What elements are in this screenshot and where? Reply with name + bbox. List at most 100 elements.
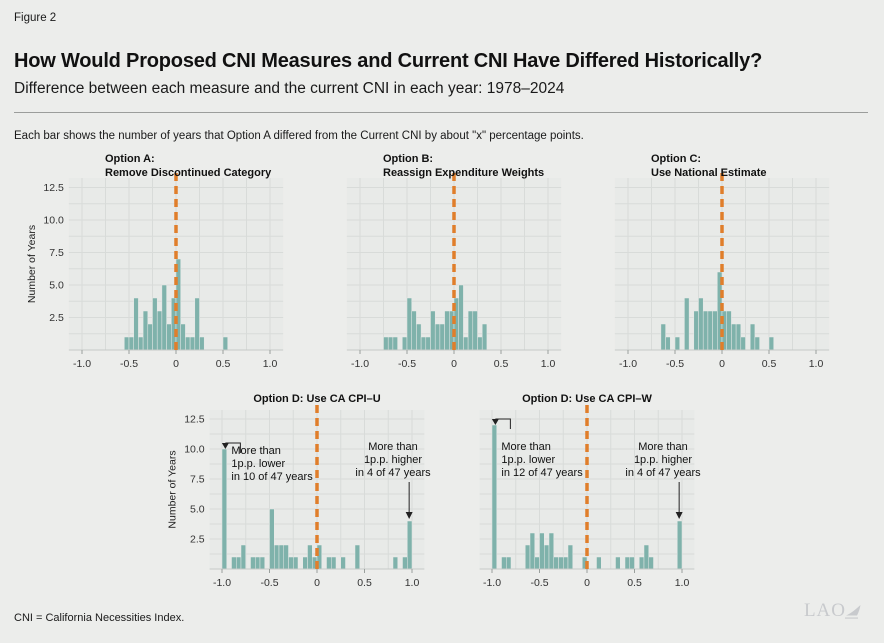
histogram-bar bbox=[458, 284, 464, 351]
histogram-bar bbox=[199, 336, 205, 351]
x-tick-label: 0.5 bbox=[494, 358, 509, 370]
histogram-bar bbox=[477, 336, 483, 351]
histogram-bar bbox=[648, 556, 654, 570]
chart-title: Remove Discontinued Category bbox=[105, 167, 272, 179]
y-tick-label: 12.5 bbox=[43, 182, 64, 194]
histogram-bar bbox=[558, 556, 564, 570]
histogram-bar bbox=[529, 532, 535, 570]
annotation-text: 1p.p. higher bbox=[634, 454, 692, 466]
histogram-bar bbox=[624, 556, 630, 570]
histogram-bar bbox=[326, 556, 332, 570]
histogram-bar bbox=[124, 336, 130, 351]
annotation-arrow bbox=[495, 418, 511, 429]
histogram-bar bbox=[278, 544, 284, 570]
histogram-bar bbox=[434, 323, 441, 351]
chart-option-c: -1.0 -0.5 0 0.5 1.0 Option C: Use National Est… bbox=[566, 146, 858, 376]
histogram-bar bbox=[392, 556, 398, 570]
histogram-bar bbox=[749, 323, 756, 351]
chart-title: Option D: Use CA CPI–U bbox=[253, 393, 380, 405]
x-tick-label: -0.5 bbox=[120, 358, 138, 370]
histogram-bar bbox=[133, 297, 139, 351]
histogram-bar bbox=[293, 556, 299, 570]
chart-title: Reassign Expenditure Weights bbox=[383, 167, 544, 179]
histogram-bar bbox=[444, 310, 450, 351]
histogram-bar bbox=[288, 556, 294, 570]
histogram-bar bbox=[563, 556, 569, 570]
histogram-bar bbox=[506, 556, 512, 570]
histogram-bar bbox=[402, 336, 408, 351]
chart-option-d-cpi-u: -1.0 -0.5 0 0.5 1.0 2.5 5.0 7.5 10.0 12.5 Number o… bbox=[155, 386, 455, 600]
histogram-bar bbox=[467, 310, 474, 351]
annotation-text: 1p.p. lower bbox=[501, 454, 555, 466]
x-tick-label: 0 bbox=[584, 577, 590, 589]
histogram-bar bbox=[354, 544, 360, 570]
x-tick-label: 0 bbox=[451, 358, 457, 370]
histogram-bar bbox=[472, 310, 478, 351]
histogram-option-a: -1.0 -0.5 0 0.5 1.0 2.5 5.0 7.5 10.0 12.5 Number o… bbox=[26, 153, 284, 370]
histogram-bar bbox=[406, 297, 412, 351]
annotation-text: More than bbox=[501, 441, 551, 453]
histogram-bar bbox=[501, 556, 507, 570]
x-tick-label: -0.5 bbox=[398, 358, 416, 370]
histogram-bar bbox=[539, 532, 545, 570]
x-tick-label: -0.5 bbox=[666, 358, 684, 370]
x-tick-label: 0.5 bbox=[627, 577, 642, 589]
x-tick-label: -1.0 bbox=[213, 577, 231, 589]
histogram-bar bbox=[180, 323, 186, 351]
histogram-bar bbox=[615, 556, 621, 570]
histogram-bar bbox=[430, 310, 436, 351]
histogram-bar bbox=[629, 556, 635, 570]
histogram-bar bbox=[707, 310, 713, 351]
y-tick-label: 7.5 bbox=[190, 474, 205, 486]
histogram-bar bbox=[481, 323, 488, 351]
histogram-bar bbox=[387, 336, 394, 351]
chart-option-b: -1.0 -0.5 0 0.5 1.0 Option B: Reassign Expendi… bbox=[298, 146, 590, 376]
histogram-bar bbox=[407, 520, 413, 570]
histogram-bar bbox=[402, 556, 408, 570]
histogram-bar bbox=[231, 556, 237, 570]
histogram-bar bbox=[544, 544, 550, 570]
histogram-bar bbox=[307, 544, 313, 570]
annotation-text: More than bbox=[638, 441, 688, 453]
y-tick-label: 12.5 bbox=[184, 414, 205, 426]
histogram-option-c: -1.0 -0.5 0 0.5 1.0 Option C: Use National Est… bbox=[614, 153, 830, 370]
histogram-cpi-w: -1.0 -0.5 0 0.5 1.0 Option D: Use CA CPI–W Mor… bbox=[479, 393, 701, 589]
x-tick-label: 1.0 bbox=[541, 358, 556, 370]
x-tick-label: -1.0 bbox=[351, 358, 369, 370]
histogram-bars bbox=[124, 258, 228, 351]
histogram-bar bbox=[491, 424, 497, 570]
histogram-bar bbox=[240, 544, 246, 570]
page-title: How Would Proposed CNI Measures and Curr… bbox=[14, 50, 763, 72]
annotation-text: in 12 of 47 years bbox=[501, 467, 583, 479]
x-tick-label: 1.0 bbox=[675, 577, 690, 589]
histogram-bar bbox=[731, 323, 737, 351]
annotation-text: More than bbox=[368, 441, 418, 453]
x-tick-label: 0 bbox=[719, 358, 725, 370]
x-tick-label: 1.0 bbox=[809, 358, 824, 370]
histogram-bar bbox=[596, 556, 602, 570]
histogram-bar bbox=[331, 556, 337, 570]
histogram-bar bbox=[138, 336, 144, 351]
histogram-bar bbox=[147, 323, 153, 351]
x-tick-label: 0.5 bbox=[357, 577, 372, 589]
histogram-bar bbox=[128, 336, 134, 351]
chart-title: Option A: bbox=[105, 153, 155, 165]
histogram-bar bbox=[221, 448, 227, 570]
x-tick-label: -0.5 bbox=[260, 577, 278, 589]
histogram-bar bbox=[222, 336, 228, 351]
histogram-bar bbox=[643, 544, 649, 570]
histogram-bar bbox=[425, 336, 431, 351]
histogram-bar bbox=[194, 297, 200, 351]
chart-title: Option D: Use CA CPI–W bbox=[522, 393, 652, 405]
y-tick-label: 10.0 bbox=[43, 215, 64, 227]
histogram-bars bbox=[660, 271, 774, 351]
histogram-bar bbox=[660, 323, 666, 351]
histogram-bar bbox=[269, 508, 275, 570]
x-tick-label: -1.0 bbox=[73, 358, 91, 370]
annotation-text: 1p.p. lower bbox=[231, 458, 285, 470]
x-tick-label: -1.0 bbox=[619, 358, 637, 370]
histogram-bar bbox=[189, 336, 196, 351]
